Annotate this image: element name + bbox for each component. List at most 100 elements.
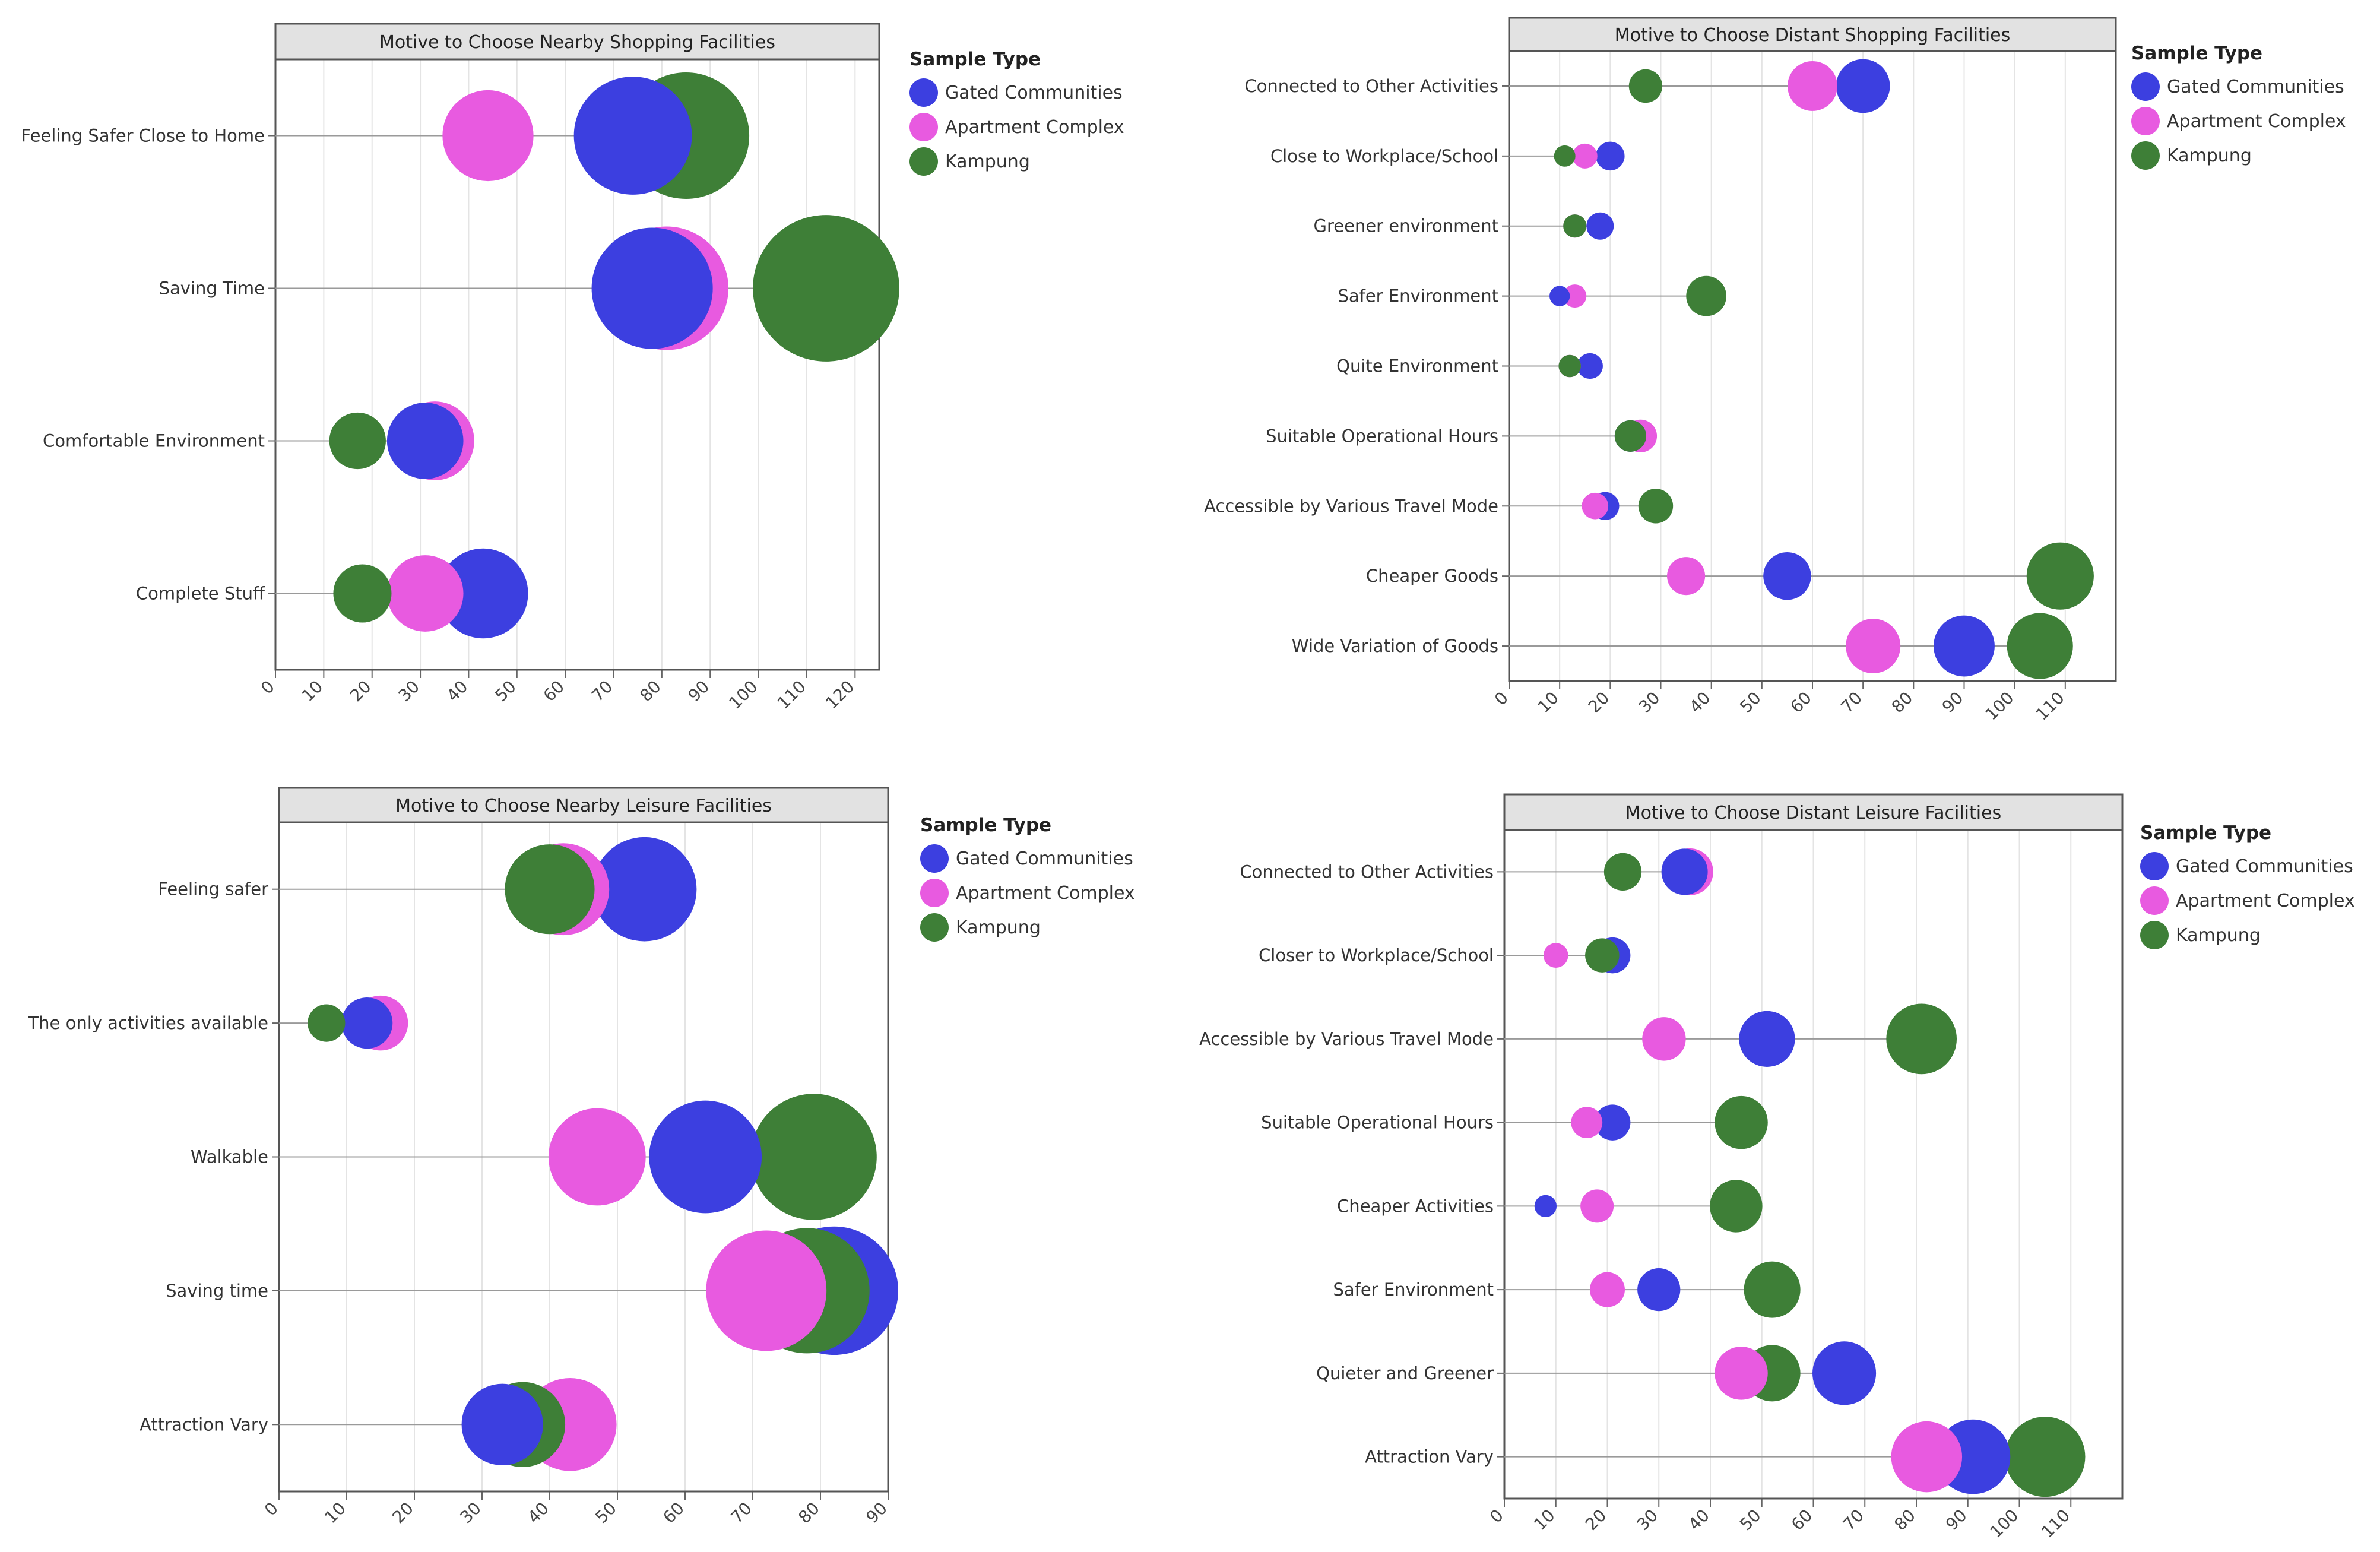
x-tick-label: 70	[727, 1499, 756, 1528]
x-tick-label: 30	[1633, 1506, 1662, 1535]
legend-swatch	[920, 879, 949, 907]
legend-item-label: Gated Communities	[956, 848, 1133, 869]
bubble-kampung	[750, 1094, 877, 1220]
x-tick-label: 0	[1486, 1506, 1507, 1527]
category-label: Connected to Other Activities	[1240, 861, 1494, 882]
x-tick-label: 100	[1981, 688, 2017, 724]
bubble-apartment-complex	[1543, 943, 1568, 968]
x-tick-label: 70	[588, 677, 617, 706]
legend-item-label: Kampung	[945, 151, 1030, 172]
bubble-kampung	[1558, 354, 1581, 378]
bubble-kampung	[1638, 489, 1674, 524]
legend-swatch	[2140, 921, 2169, 949]
bubble-kampung	[1585, 938, 1620, 973]
title-header	[1503, 793, 2124, 831]
bubble-gated-communities	[1594, 1104, 1631, 1141]
x-tick-label: 40	[1684, 1506, 1713, 1535]
title-header	[274, 23, 880, 61]
legend-swatch	[2140, 852, 2169, 880]
bubble-gated-communities	[1934, 615, 1995, 677]
bubble-kampung	[1614, 420, 1646, 452]
chart-4: 0 10 20 30 40 50 60 70 80 90 100 110 Motive to Choos…	[1199, 793, 2355, 1542]
x-tick-label: 20	[1584, 688, 1614, 717]
legend-swatch	[2131, 72, 2160, 101]
bubble-gated-communities	[591, 227, 713, 349]
x-tick-label: 120	[822, 677, 858, 713]
category-label: Accessible by Various Travel Mode	[1199, 1029, 1494, 1049]
bubble-gated-communities	[592, 837, 697, 942]
bubble-gated-communities	[438, 548, 528, 639]
legend-item-label: Apartment Complex	[945, 117, 1124, 138]
category-label: Comfortable Environment	[43, 431, 265, 451]
legend-title: Sample Type	[2131, 43, 2262, 64]
x-tick-label: 80	[794, 1499, 823, 1528]
bubble-kampung	[2026, 542, 2094, 610]
x-tick-label: 80	[636, 677, 665, 706]
category-label: Quieter and Greener	[1316, 1363, 1494, 1383]
x-tick-label: 90	[684, 677, 714, 706]
category-label: Suitable Operational Hours	[1261, 1113, 1494, 1133]
x-tick-label: 110	[774, 677, 810, 713]
bubble-gated-communities	[1549, 286, 1570, 306]
bubble-gated-communities	[1637, 1268, 1681, 1312]
bubble-gated-communities	[573, 77, 692, 195]
legend: Sample Type Gated Communities Apartment Co…	[909, 49, 1124, 176]
bubble-gated-communities	[1586, 212, 1614, 240]
legend-item-label: Apartment Complex	[956, 883, 1135, 904]
category-label: Quite Environment	[1336, 356, 1498, 376]
category-label: Wide Variation of Goods	[1292, 636, 1498, 656]
x-tick-label: 30	[394, 677, 423, 706]
bubble-apartment-complex	[1571, 1107, 1603, 1138]
bubble-apartment-complex	[1715, 1347, 1768, 1400]
title-header	[1508, 17, 2117, 52]
bubble-kampung	[1744, 1261, 1801, 1318]
bubble-apartment-complex	[442, 90, 534, 182]
legend-title: Sample Type	[2140, 822, 2271, 844]
x-tick-label: 0	[1491, 688, 1512, 710]
legend-item-label: Gated Communities	[2176, 856, 2353, 877]
category-label: Complete Stuff	[136, 584, 265, 604]
bubble-apartment-complex	[1667, 557, 1706, 596]
chart-title: Motive to Choose Distant Leisure Facilit…	[1625, 803, 2001, 823]
bubble-gated-communities	[1596, 141, 1625, 171]
bubble-gated-communities	[1577, 353, 1603, 379]
bubble-gated-communities	[1763, 552, 1811, 600]
legend: Sample Type Gated Communities Apartment Co…	[920, 815, 1135, 942]
category-label: Saving Time	[159, 278, 265, 299]
bubble-kampung	[753, 215, 899, 362]
category-label: Attraction Vary	[1365, 1447, 1494, 1467]
legend-item-label: Kampung	[2176, 925, 2261, 946]
legend-swatch	[920, 844, 949, 873]
chart-1: 0 10 20 30 40 50 60 70 80 90 100 110 120 Motive to Ch…	[21, 23, 1124, 713]
category-label: Suitable Operational Hours	[1266, 426, 1498, 446]
x-tick-label: 10	[321, 1499, 350, 1528]
x-tick-label: 40	[1685, 688, 1715, 717]
category-label: Cheaper Activities	[1337, 1196, 1494, 1216]
legend-swatch	[2131, 141, 2160, 170]
legend-swatch	[2140, 886, 2169, 915]
x-tick-label: 40	[443, 677, 472, 706]
bubble-kampung	[505, 844, 595, 935]
category-label: Attraction Vary	[140, 1414, 268, 1434]
bubble-kampung	[1563, 214, 1587, 238]
category-label: The only activities available	[27, 1013, 268, 1033]
x-tick-label: 50	[1736, 1506, 1765, 1535]
chart-2: 0 10 20 30 40 50 60 70 80 90 100 110 Motive to Choos…	[1204, 17, 2346, 724]
category-label: Feeling safer	[158, 879, 268, 899]
x-tick-label: 30	[456, 1499, 485, 1528]
chart-title: Motive to Choose Nearby Leisure Faciliti…	[395, 796, 772, 816]
legend-swatch	[909, 113, 938, 141]
x-tick-label: 100	[1986, 1506, 2022, 1542]
x-tick-label: 50	[1736, 688, 1765, 717]
legend-swatch	[2131, 107, 2160, 135]
chart-title: Motive to Choose Nearby Shopping Facilit…	[379, 32, 775, 53]
bubble-kampung	[1715, 1095, 1768, 1149]
x-tick-label: 90	[862, 1499, 891, 1528]
bubble-gated-communities	[1661, 848, 1708, 895]
bubble-apartment-complex	[1788, 61, 1837, 111]
legend-item-label: Kampung	[956, 917, 1041, 938]
bubble-apartment-complex	[1563, 284, 1587, 308]
x-tick-label: 70	[1837, 688, 1866, 717]
x-tick-label: 90	[1942, 1506, 1971, 1535]
